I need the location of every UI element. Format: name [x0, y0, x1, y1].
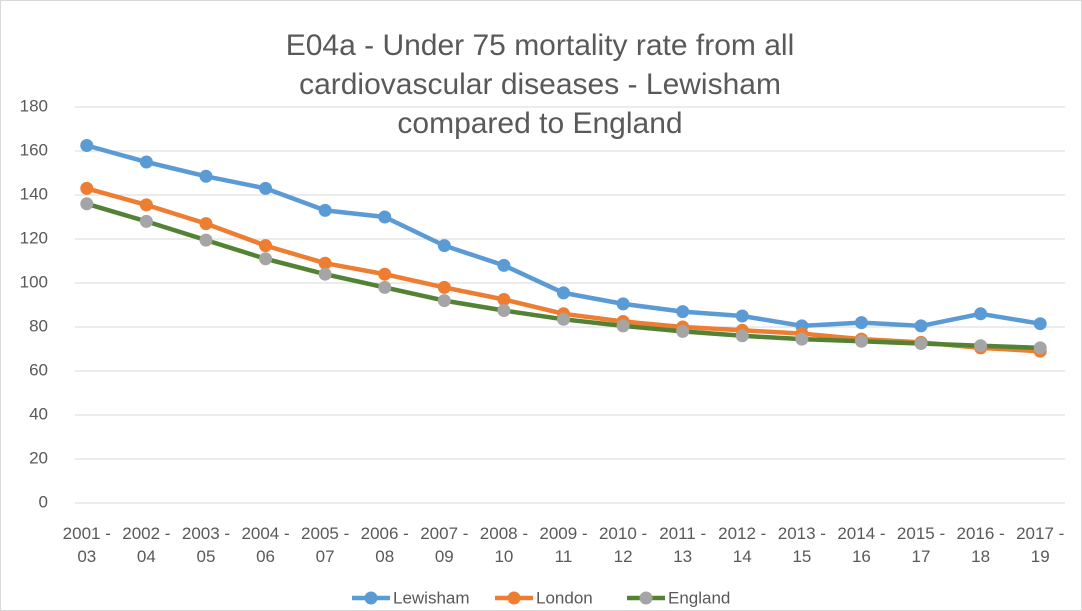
x-tick-label: 2003 - 05 [181, 524, 231, 566]
data-point [616, 319, 630, 333]
y-tick-label: 60 [29, 360, 48, 379]
y-tick-label: 40 [29, 404, 48, 423]
data-point [854, 334, 868, 348]
data-point [497, 258, 511, 272]
data-point [80, 181, 94, 195]
x-tick-label: 2012 - 14 [718, 524, 767, 566]
y-tick-label: 140 [20, 184, 48, 203]
data-point [199, 217, 213, 231]
data-point [318, 267, 332, 281]
data-point [854, 316, 868, 330]
data-point [914, 319, 928, 333]
data-point [199, 169, 213, 183]
x-tick-label: 2004 - 06 [241, 524, 290, 566]
legend-marker [639, 591, 653, 605]
legend-marker [507, 591, 521, 605]
x-tick-label: 2010 - 12 [598, 524, 648, 566]
x-tick-label: 2011 - 13 [659, 524, 707, 566]
data-point [974, 339, 988, 353]
data-point [437, 239, 451, 253]
chart-title: E04a - Under 75 mortality rate from all … [285, 29, 795, 140]
x-tick-label: 2002 - 04 [122, 524, 171, 566]
legend-label: London [536, 588, 593, 607]
data-point [378, 267, 392, 281]
data-point [139, 214, 153, 228]
data-point [199, 233, 213, 247]
data-point [795, 332, 809, 346]
data-point [139, 155, 153, 169]
x-tick-label: 2016 - 18 [956, 524, 1005, 566]
data-point [735, 329, 749, 343]
x-tick-label: 2001 - 03 [62, 524, 111, 566]
x-tick-label: 2017 - 19 [1016, 524, 1065, 566]
legend-marker [364, 591, 378, 605]
x-tick-label: 2014 - 16 [837, 524, 886, 566]
data-point [735, 309, 749, 323]
legend-label: England [668, 588, 730, 607]
y-tick-label: 120 [20, 228, 48, 247]
y-tick-label: 160 [20, 140, 48, 159]
data-point [259, 252, 273, 266]
data-point [259, 239, 273, 253]
x-tick-label: 2006 - 08 [360, 524, 409, 566]
data-point [259, 181, 273, 195]
data-point [676, 324, 690, 338]
data-point [557, 286, 570, 300]
data-point [676, 305, 690, 319]
x-tick-label: 2007 - 09 [420, 524, 469, 566]
y-tick-label: 100 [20, 272, 48, 291]
data-point [914, 337, 928, 350]
y-tick-label: 180 [20, 96, 48, 115]
legend-label: Lewisham [393, 588, 470, 607]
data-point [497, 304, 511, 317]
data-point [497, 293, 511, 306]
data-point [437, 280, 451, 294]
x-tick-label: 2013 - 15 [777, 524, 826, 566]
data-point [378, 280, 392, 294]
x-tick-label: 2008 - 10 [479, 524, 528, 566]
x-tick-label: 2005 - 07 [301, 524, 350, 566]
y-tick-label: 0 [39, 492, 48, 511]
data-point [1033, 341, 1047, 355]
x-tick-label: 2015 - 17 [896, 524, 946, 566]
x-tick-label: 2009 - 11 [539, 524, 588, 566]
data-point [974, 307, 988, 321]
data-point [378, 210, 392, 224]
data-point [80, 197, 94, 211]
y-tick-label: 80 [29, 316, 48, 335]
data-point [1033, 317, 1047, 331]
data-point [616, 297, 630, 311]
y-tick-label: 20 [29, 448, 48, 467]
data-point [80, 139, 94, 152]
data-point [318, 256, 332, 270]
data-point [139, 198, 153, 212]
data-point [437, 294, 451, 308]
data-point [318, 203, 332, 217]
data-point [557, 312, 570, 326]
